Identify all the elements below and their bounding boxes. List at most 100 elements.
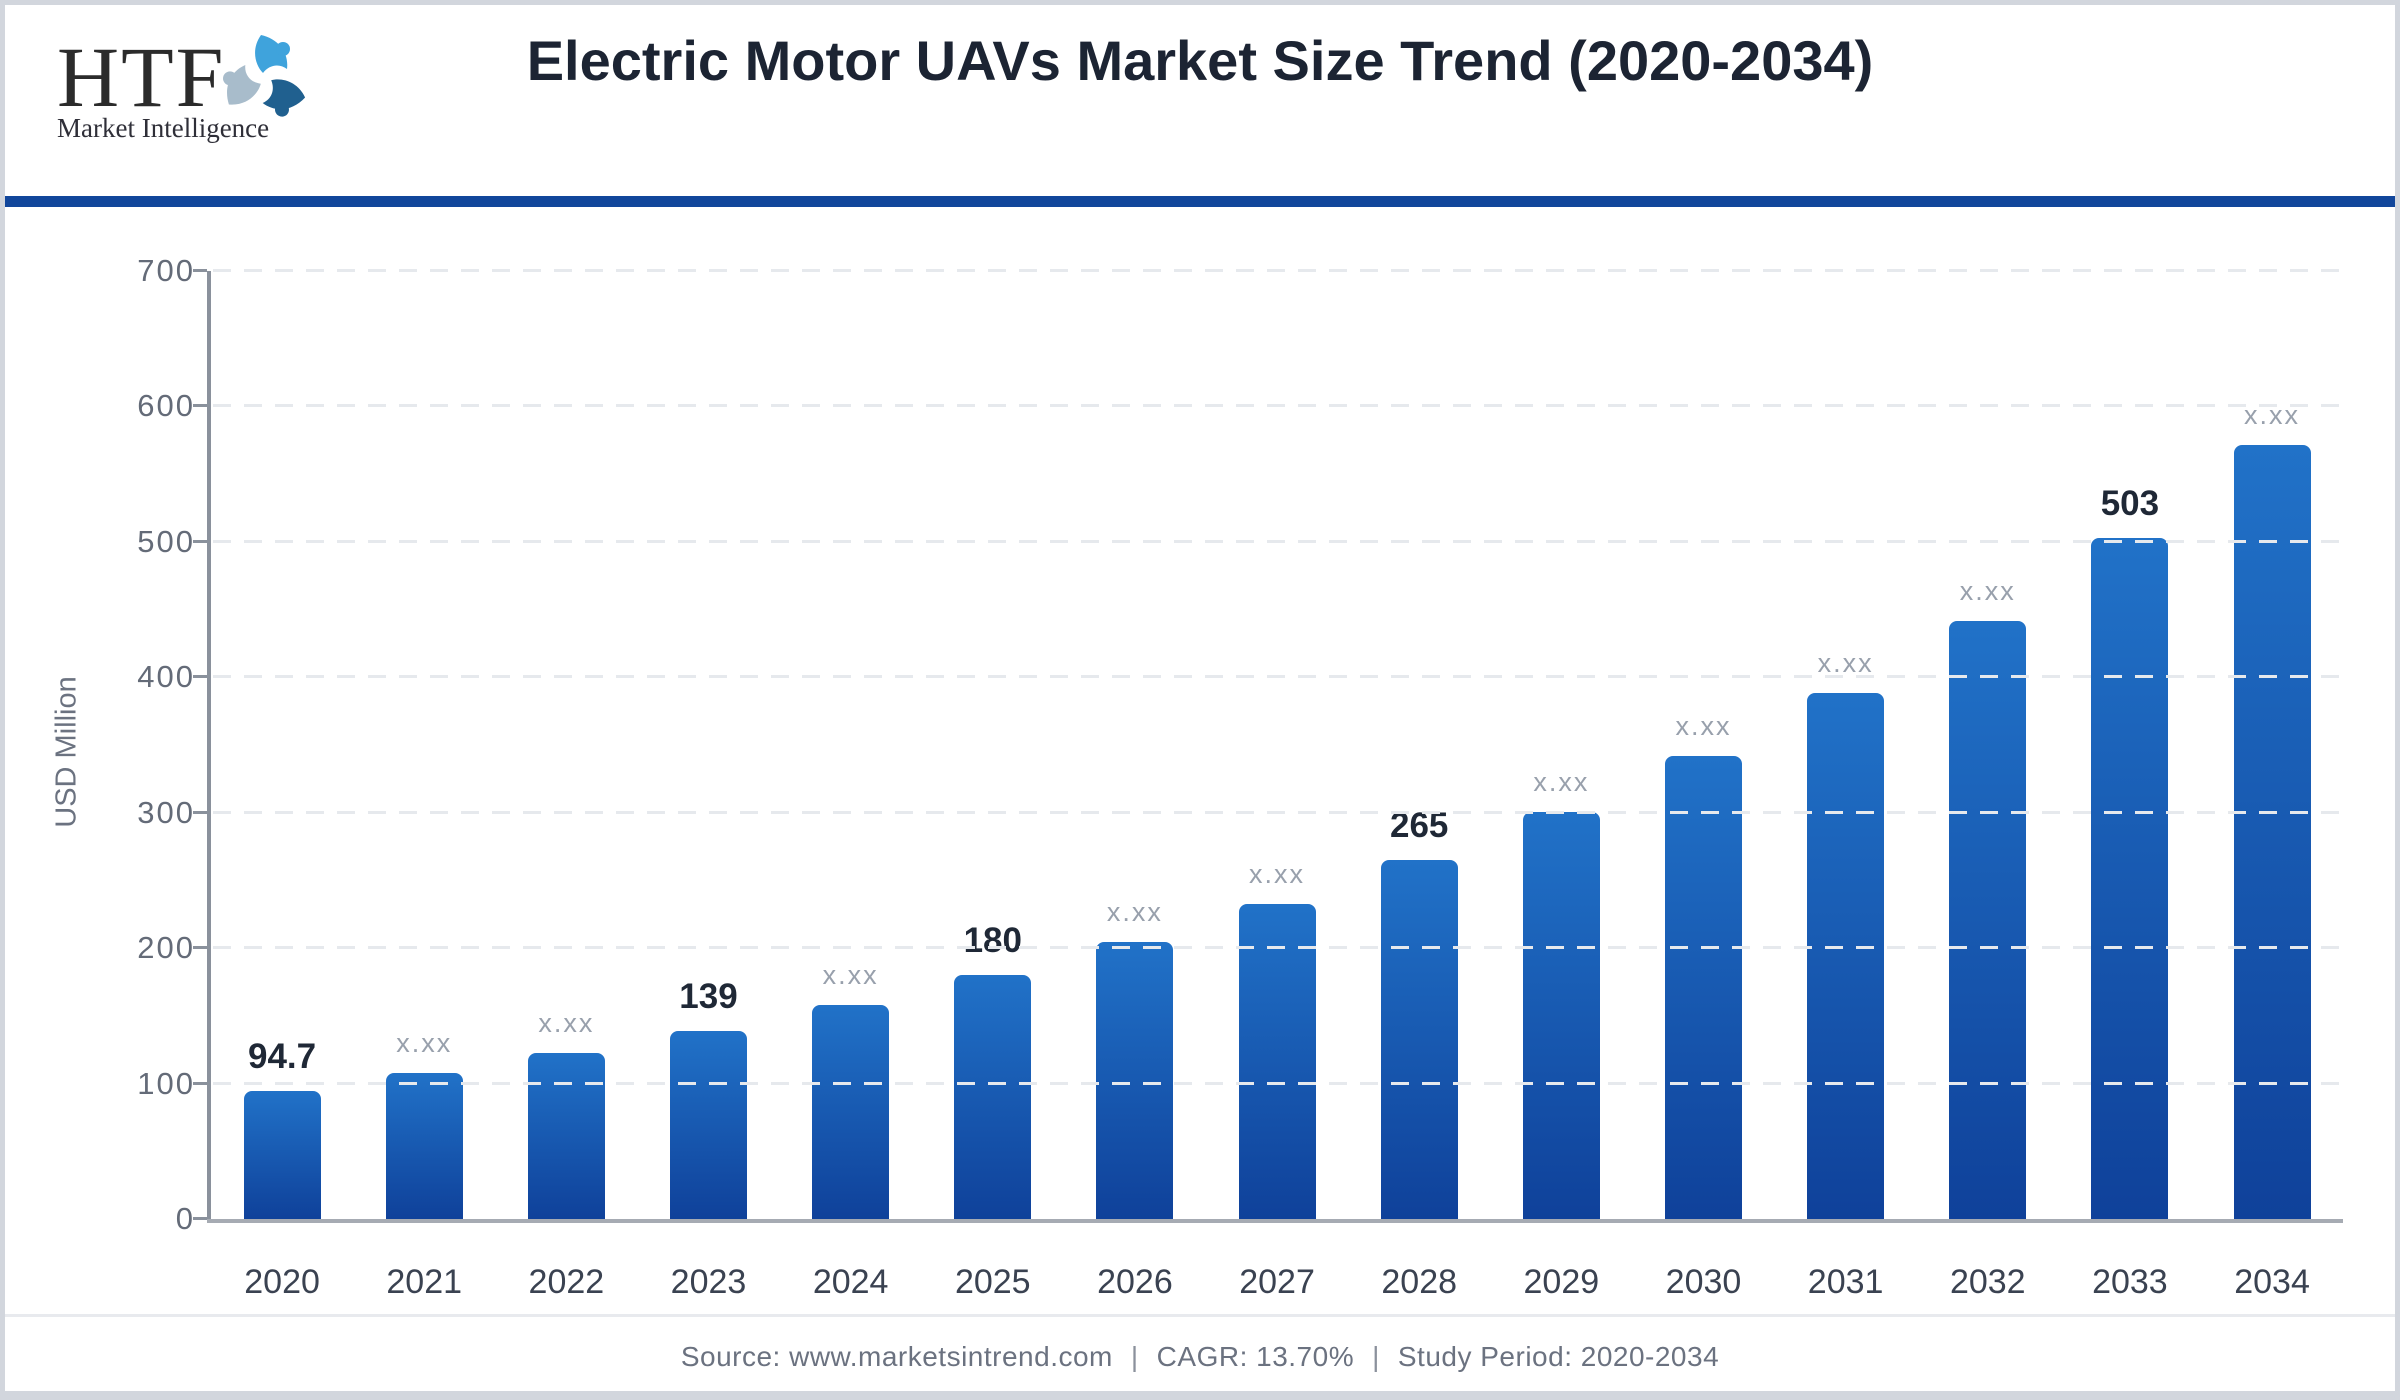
bar-slot-2034: x.xx [2201,271,2343,1219]
bar-2026 [1096,942,1174,1219]
x-axis-line [207,1219,2343,1223]
bar-2029 [1522,811,1600,1219]
x-tick-label-2030: 2030 [1665,1263,1742,1301]
x-tick-label-2023: 2023 [670,1263,747,1301]
header-divider [5,196,2395,207]
bar-2025 [954,975,1032,1219]
x-tick-label-2029: 2029 [1523,1263,1600,1301]
bar-2027 [1238,904,1316,1219]
bar-2033 [2091,537,2169,1219]
bar-2031 [1807,692,1885,1219]
y-tick-mark-700 [193,269,207,272]
bar-value-label-2026: x.xx [1106,897,1163,928]
footer-divider [5,1314,2395,1317]
bar-value-label-2033: 503 [2100,483,2160,523]
x-tick-label-2028: 2028 [1381,1263,1458,1301]
x-tick-label-2022: 2022 [528,1263,605,1301]
bar-value-label-2025: 180 [963,921,1022,961]
y-tick-mark-600 [193,404,207,408]
gridline-400 [213,675,2343,679]
y-axis-line [207,271,211,1221]
bar-value-label-2024: x.xx [822,959,879,990]
bar-slot-2033: 503 [2059,271,2201,1219]
bar-slot-2029: x.xx [1490,271,1632,1219]
bar-2028 [1380,860,1458,1219]
bar-slot-2022: x.xx [495,271,637,1219]
gridline-300 [213,810,2343,814]
bar-value-label-2023: 139 [679,976,738,1016]
bar-value-label-2027: x.xx [1249,859,1306,890]
gridline-200 [213,946,2343,950]
gridline-600 [213,404,2343,408]
footer-separator: | [1372,1341,1380,1372]
x-tick-label-2027: 2027 [1239,1263,1315,1301]
htf-logo: HTF [57,27,317,144]
bar-2034 [2233,445,2311,1219]
logo-text: HTF [57,29,226,125]
bar-value-label-2029: x.xx [1533,766,1590,797]
footer-source: Source: www.marketsintrend.com [680,1341,1113,1372]
footer-study-period: Study Period: 2020-2034 [1397,1341,1720,1372]
y-tick-mark-100 [193,1081,207,1085]
bar-2020 [243,1090,321,1219]
x-tick-label-2020: 2020 [244,1263,320,1301]
bars-container: 94.7 x.xx x.xx 139 x.xx 180 x.xx x.xx 265 x.xx x.x… [211,271,2343,1219]
x-tick-label-2032: 2032 [1949,1263,2026,1301]
logo-subtext: Market Intelligence [57,113,270,143]
x-tick-label-2021: 2021 [386,1263,463,1301]
page-title: Electric Motor UAVs Market Size Trend (2… [526,29,1874,92]
gridline-700 [213,269,2343,272]
y-tick-label-200: 200 [137,930,195,966]
y-tick-label-100: 100 [137,1065,195,1101]
x-tick-label-2026: 2026 [1097,1263,1173,1301]
y-tick-label-300: 300 [137,794,195,830]
plot-area: 94.7 x.xx x.xx 139 x.xx 180 x.xx x.xx 265 x.xx x.x… [193,269,2343,1223]
bar-2030 [1664,756,1742,1219]
bar-slot-2023: 139 [637,271,779,1219]
x-tick-label-2034: 2034 [2234,1263,2310,1301]
footer-cagr: CAGR: 13.70% [1156,1341,1355,1372]
header: HTF [5,5,2395,196]
y-axis-title: USD Million [50,676,83,828]
bar-2024 [812,1004,890,1219]
logo-swirl-icon [223,35,306,117]
y-tick-label-0: 0 [175,1201,195,1236]
bar-value-label-2020: 94.7 [248,1036,317,1076]
footer-separator: | [1130,1341,1139,1372]
y-tick-mark-200 [193,946,207,950]
x-tick-label-2033: 2033 [2092,1263,2168,1301]
y-tick-mark-400 [193,675,207,679]
x-tick-label-2031: 2031 [1807,1263,1884,1301]
bar-slot-2026: x.xx [1064,271,1206,1219]
footer: Source: www.marketsintrend.com | CAGR: 13.… [5,1341,2395,1373]
bar-2022 [527,1053,605,1219]
y-tick-mark-300 [193,810,207,814]
bar-slot-2025: 180 [922,271,1064,1219]
bar-value-label-2021: x.xx [396,1028,453,1059]
bar-value-label-2030: x.xx [1675,711,1732,742]
y-tick-label-500: 500 [137,523,195,559]
y-tick-mark-500 [193,539,207,543]
y-tick-mark-0 [193,1217,207,1220]
bar-value-label-2032: x.xx [1959,575,2016,606]
bar-2032 [1949,620,2027,1219]
bar-slot-2020: 94.7 [211,271,353,1219]
x-tick-labels: 2020 2021 2022 2023 2024 2025 2026 2027 2028 2029… [211,1263,2343,1311]
y-tick-label-600: 600 [137,388,195,424]
y-tick-label-400: 400 [137,659,195,695]
y-tick-labels: 0 100 200 300 400 500 600 700 [95,254,195,1236]
bar-slot-2030: x.xx [1632,271,1774,1219]
bar-slot-2027: x.xx [1206,271,1348,1219]
bar-slot-2028: 265 [1348,271,1490,1219]
bar-slot-2031: x.xx [1775,271,1917,1219]
bar-slot-2024: x.xx [780,271,922,1219]
bar-slot-2032: x.xx [1917,271,2059,1219]
x-tick-label-2024: 2024 [812,1263,889,1301]
bar-value-label-2031: x.xx [1817,647,1874,678]
gridline-100 [213,1081,2343,1085]
gridline-500 [213,539,2343,543]
x-tick-label-2025: 2025 [954,1263,1031,1301]
bar-value-label-2022: x.xx [538,1008,595,1039]
y-tick-label-700: 700 [137,253,195,288]
